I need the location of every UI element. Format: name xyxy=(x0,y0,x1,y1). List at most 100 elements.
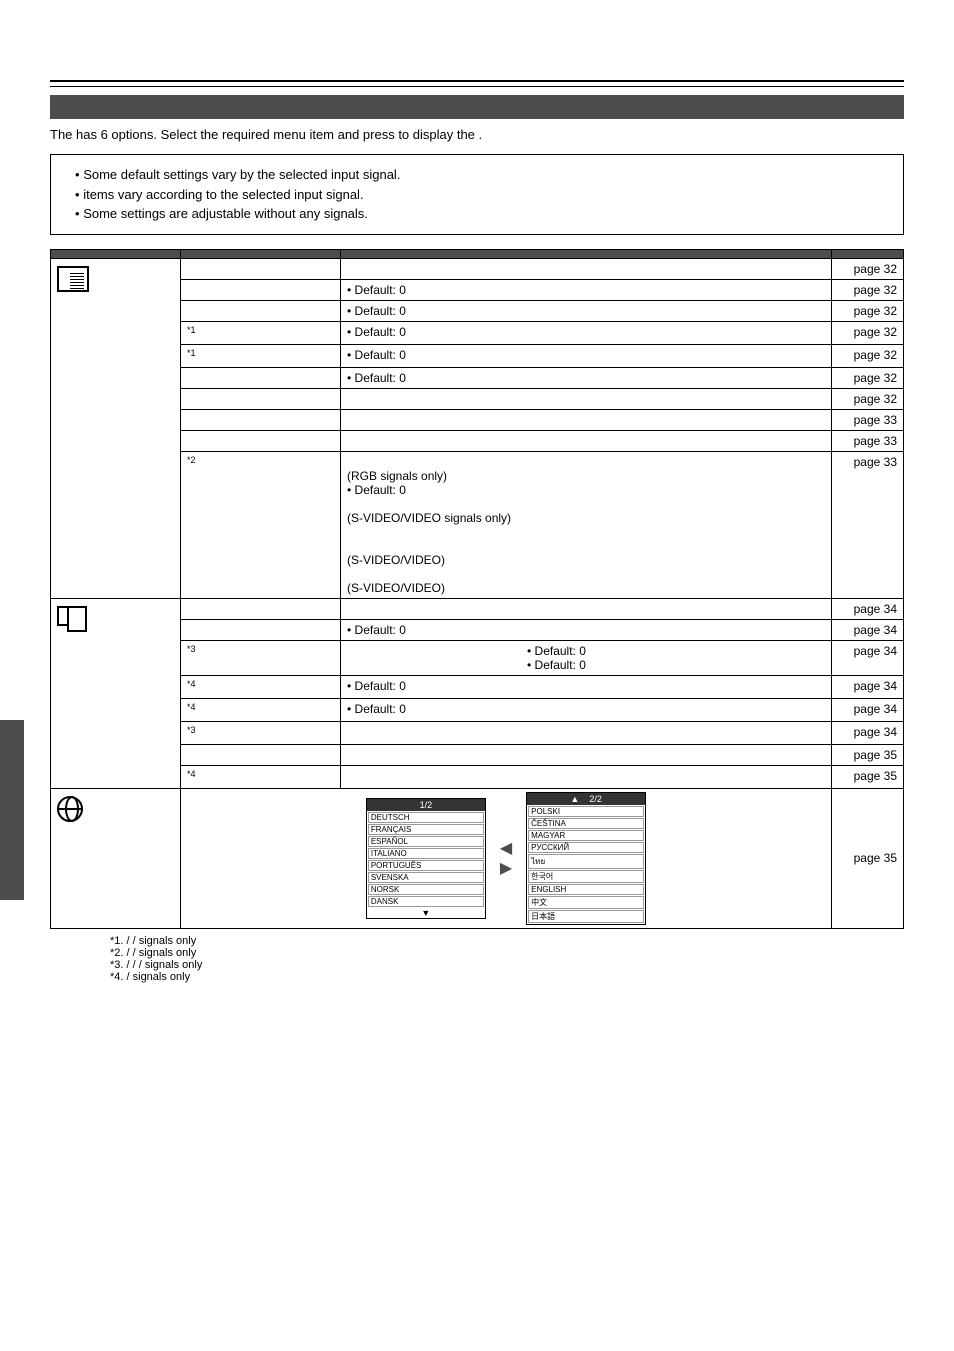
page-cell: page 35 xyxy=(832,765,904,788)
lang-item: ENGLISH xyxy=(528,884,644,895)
footnote-1: *1. / / signals only xyxy=(110,935,904,947)
sub-cell: *1 xyxy=(181,344,341,367)
page-cell: page 33 xyxy=(832,430,904,451)
sub-cell: *3 xyxy=(181,721,341,744)
table-row: page 34 xyxy=(51,598,904,619)
hdr-sub xyxy=(181,249,341,258)
opt-cell xyxy=(341,744,832,765)
opt-cell: • Default: 0 xyxy=(341,698,832,721)
category-language xyxy=(51,788,181,928)
page-cell: page 32 xyxy=(832,344,904,367)
opt-cell: • Default: 0 xyxy=(341,619,832,640)
page-cell: page 32 xyxy=(832,258,904,279)
opt-line: (S-VIDEO/VIDEO signals only) xyxy=(347,511,527,525)
page-cell: page 32 xyxy=(832,321,904,344)
sub-cell xyxy=(181,279,341,300)
sub-cell: *4 xyxy=(181,765,341,788)
sub-cell xyxy=(181,388,341,409)
lang-item: MAGYAR xyxy=(528,830,644,841)
opt-cell: • Default: 0 xyxy=(341,300,832,321)
opt-cell xyxy=(341,258,832,279)
lang-item: ITALIANO xyxy=(368,848,484,859)
lang-item: NORSK xyxy=(368,884,484,895)
position-icon xyxy=(57,606,89,632)
sub-cell xyxy=(181,598,341,619)
lang-item: ไทย xyxy=(528,854,644,869)
opt-cell: (RGB signals only) • Default: 0 (S-VIDEO… xyxy=(341,451,832,598)
lang-item: 中文 xyxy=(528,896,644,909)
sub-cell: *4 xyxy=(181,675,341,698)
opt-cell: • Default: 0 xyxy=(341,279,832,300)
opt-cell xyxy=(341,721,832,744)
second-rule xyxy=(50,86,904,87)
page-cell: page 35 xyxy=(832,788,904,928)
settings-table: page 32 • Default: 0 page 32 • Default: … xyxy=(50,249,904,929)
hdr-page xyxy=(832,249,904,258)
hdr-main xyxy=(51,249,181,258)
sub-cell xyxy=(181,619,341,640)
table-row: 1/2 DEUTSCH FRANÇAIS ESPAÑOL ITALIANO PO… xyxy=(51,788,904,928)
page-cell: page 33 xyxy=(832,451,904,598)
page-cell: page 34 xyxy=(832,598,904,619)
sub-cell xyxy=(181,430,341,451)
opt-line: (S-VIDEO/VIDEO) xyxy=(347,581,527,595)
page-cell: page 34 xyxy=(832,698,904,721)
lang-item: 한국어 xyxy=(528,870,644,883)
footnote-3: *3. / / / signals only xyxy=(110,959,904,971)
page-cell: page 34 xyxy=(832,675,904,698)
page-cell: page 32 xyxy=(832,300,904,321)
footnote-4: *4. / signals only xyxy=(110,971,904,983)
sub-cell xyxy=(181,367,341,388)
lang-item: SVENSKA xyxy=(368,872,484,883)
side-tab xyxy=(0,720,24,900)
page-cell: page 33 xyxy=(832,409,904,430)
opt-line: (RGB signals only) xyxy=(347,469,527,483)
sub-cell xyxy=(181,300,341,321)
opt-cell xyxy=(341,430,832,451)
lang-item: DEUTSCH xyxy=(368,812,484,823)
lang-item: FRANÇAIS xyxy=(368,824,484,835)
lang-item: 日本語 xyxy=(528,910,644,923)
page-cell: page 35 xyxy=(832,744,904,765)
opt-cell: • Default: 0 xyxy=(341,675,832,698)
intro-mid2: to display the xyxy=(398,127,478,142)
footnote-2: *2. / / signals only xyxy=(110,947,904,959)
hdr-opt xyxy=(341,249,832,258)
language-cell: 1/2 DEUTSCH FRANÇAIS ESPAÑOL ITALIANO PO… xyxy=(181,788,832,928)
picture-icon xyxy=(57,266,89,292)
category-picture xyxy=(51,258,181,598)
page-cell: page 34 xyxy=(832,640,904,675)
globe-icon xyxy=(57,796,83,822)
category-position xyxy=(51,598,181,788)
sub-cell xyxy=(181,409,341,430)
intro-paragraph: The has 6 options. Select the required m… xyxy=(50,127,904,142)
page-cell: page 32 xyxy=(832,367,904,388)
sub-cell xyxy=(181,744,341,765)
lang-menu-1: 1/2 DEUTSCH FRANÇAIS ESPAÑOL ITALIANO PO… xyxy=(366,798,486,919)
lang-item: DANSK xyxy=(368,896,484,907)
page-cell: page 32 xyxy=(832,388,904,409)
sub-cell: *1 xyxy=(181,321,341,344)
footnotes: *1. / / signals only *2. / / signals onl… xyxy=(50,935,904,983)
page-cell: page 34 xyxy=(832,721,904,744)
intro-mid1: has 6 options. Select the required menu … xyxy=(76,127,398,142)
opt-cell xyxy=(341,765,832,788)
table-header-row xyxy=(51,249,904,258)
page-cell: page 34 xyxy=(832,619,904,640)
intro-prefix: The xyxy=(50,127,76,142)
opt-cell: • Default: 0 xyxy=(341,344,832,367)
lang-item: POLSKI xyxy=(528,806,644,817)
opt-cell xyxy=(341,409,832,430)
sub-cell xyxy=(181,258,341,279)
opt-cell: • Default: 0 xyxy=(341,321,832,344)
arrow-right-icon: ▶ xyxy=(500,858,512,878)
note-item-1: • items vary according to the selected i… xyxy=(75,185,889,205)
section-heading-bar xyxy=(50,95,904,119)
sub-cell: *3 xyxy=(181,640,341,675)
lang-item: ESPAÑOL xyxy=(368,836,484,847)
lang-item: PORTUGUÊS xyxy=(368,860,484,871)
sub-cell: *4 xyxy=(181,698,341,721)
opt-line: (S-VIDEO/VIDEO) xyxy=(347,553,527,567)
lang-hdr-2: ▲ 2/2 xyxy=(527,793,645,805)
down-arrow-icon: ▼ xyxy=(367,908,485,918)
